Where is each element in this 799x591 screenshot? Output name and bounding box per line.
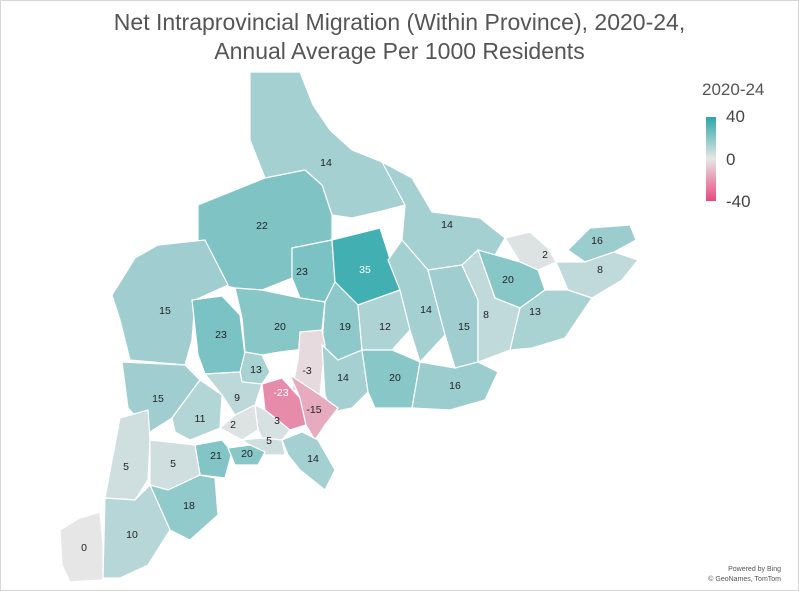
regions-layer bbox=[59, 71, 640, 583]
legend-mid-label: 0 bbox=[726, 150, 736, 169]
region-label-12: 20 bbox=[274, 321, 286, 333]
region-24[interactable] bbox=[411, 361, 499, 411]
region-label-16: 15 bbox=[458, 321, 470, 333]
region-label-32: 21 bbox=[210, 450, 222, 462]
region-label-1: 14 bbox=[320, 157, 332, 169]
region-label-5: 16 bbox=[591, 235, 603, 247]
region-35[interactable] bbox=[104, 409, 151, 501]
region-label-28: 2 bbox=[230, 419, 236, 431]
region-label-14: 12 bbox=[379, 321, 391, 333]
attribution-powered-by: Powered by Bing bbox=[728, 566, 781, 573]
region-37[interactable] bbox=[148, 474, 219, 541]
region-label-17: 8 bbox=[483, 309, 489, 321]
region-label-20: -3 bbox=[302, 365, 311, 377]
region-label-23: 20 bbox=[389, 372, 401, 384]
region-label-34: 14 bbox=[307, 453, 319, 465]
region-14[interactable] bbox=[357, 289, 411, 351]
region-label-8: 35 bbox=[359, 264, 371, 276]
region-label-36: 5 bbox=[170, 458, 176, 470]
region-18[interactable] bbox=[509, 289, 593, 351]
region-label-38: 10 bbox=[126, 529, 138, 541]
region-34[interactable] bbox=[281, 431, 336, 491]
region-33[interactable] bbox=[227, 444, 266, 466]
region-label-27: 11 bbox=[195, 413, 206, 425]
legend-title: 2020-24 bbox=[702, 80, 765, 99]
legend-gradient-bar bbox=[706, 117, 716, 201]
region-label-21: -23 bbox=[273, 387, 288, 399]
region-label-31: 5 bbox=[266, 435, 272, 447]
region-39[interactable] bbox=[59, 511, 104, 583]
attribution-sources: © GeoNames, TomTom bbox=[708, 576, 781, 583]
region-label-35: 5 bbox=[123, 461, 129, 473]
region-label-9: 20 bbox=[502, 274, 514, 286]
region-label-39: 0 bbox=[81, 542, 87, 554]
region-label-13: 19 bbox=[339, 321, 351, 333]
title-line-1: Net Intraprovincial Migration (Within Pr… bbox=[113, 9, 686, 35]
map-attribution: Powered by Bing © GeoNames, TomTom bbox=[708, 565, 781, 585]
map-title: Net Intraprovincial Migration (Within Pr… bbox=[0, 8, 799, 66]
region-label-11: 23 bbox=[215, 329, 227, 341]
region-30[interactable] bbox=[288, 373, 339, 442]
region-label-18: 13 bbox=[529, 306, 541, 318]
region-label-19: 13 bbox=[250, 364, 262, 376]
region-label-37: 18 bbox=[183, 500, 195, 512]
region-label-6: 8 bbox=[597, 264, 603, 276]
region-label-4: 2 bbox=[542, 249, 548, 261]
region-38[interactable] bbox=[102, 483, 171, 579]
region-label-3: 14 bbox=[441, 219, 453, 231]
region-label-29: 3 bbox=[274, 415, 280, 427]
region-label-24: 16 bbox=[449, 380, 461, 392]
region-label-15: 14 bbox=[420, 304, 432, 316]
region-label-26: 9 bbox=[234, 392, 240, 404]
region-22[interactable] bbox=[321, 343, 369, 413]
title-line-2: Annual Average Per 1000 Residents bbox=[214, 38, 585, 64]
region-label-10: 15 bbox=[159, 305, 171, 317]
region-label-22: 14 bbox=[337, 372, 349, 384]
legend-min-label: -40 bbox=[726, 192, 751, 211]
region-label-2: 22 bbox=[256, 220, 268, 232]
region-label-7: 23 bbox=[296, 266, 308, 278]
legend-max-label: 40 bbox=[726, 107, 745, 126]
region-label-30: -15 bbox=[306, 404, 321, 416]
region-label-33: 20 bbox=[241, 448, 253, 460]
region-label-25: 15 bbox=[152, 393, 164, 405]
region-26[interactable] bbox=[203, 371, 263, 416]
